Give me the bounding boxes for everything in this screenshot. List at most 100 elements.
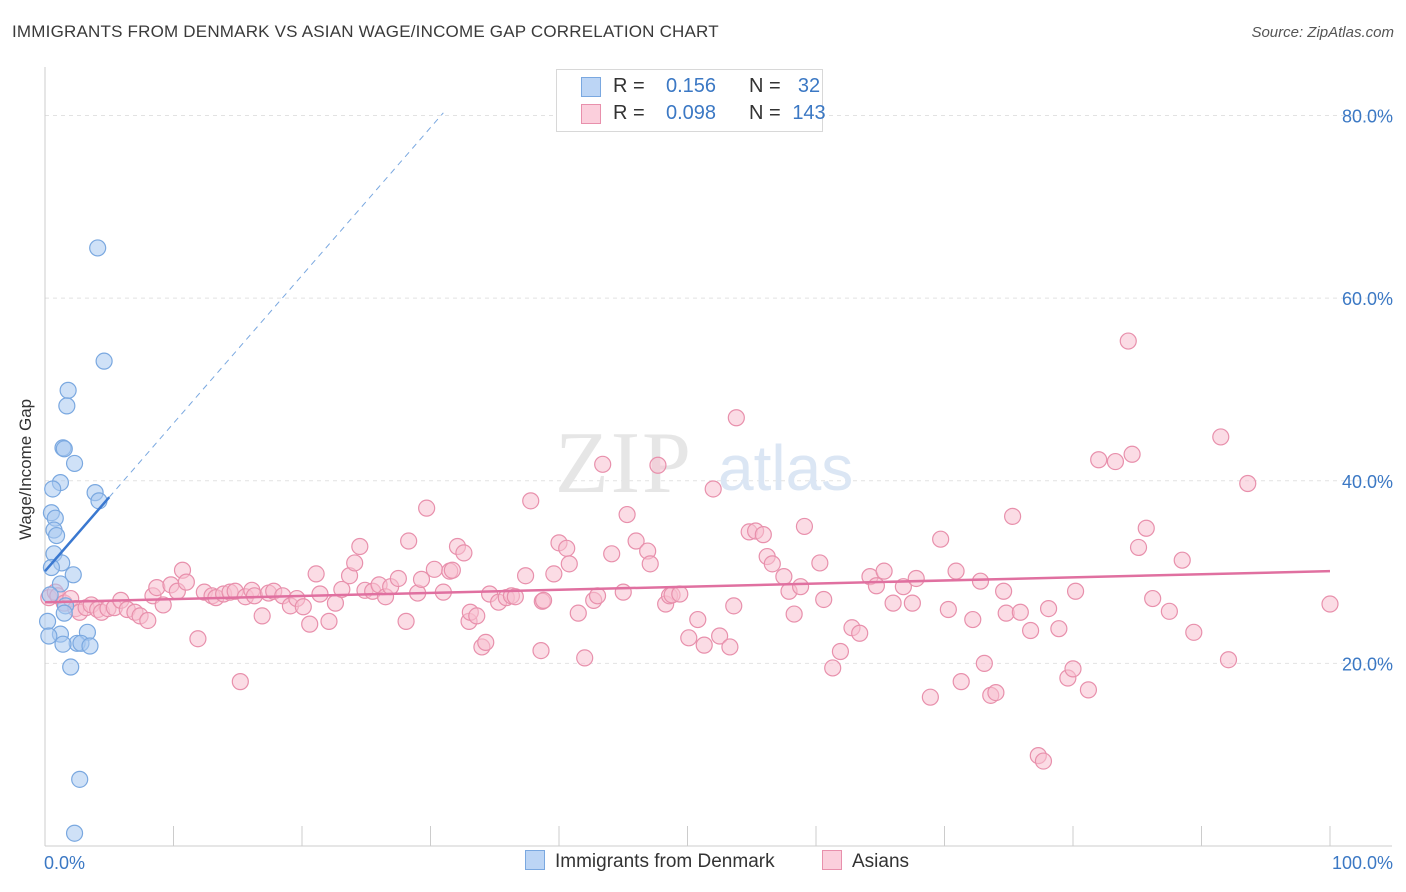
point-asians xyxy=(815,590,833,609)
point-asians xyxy=(443,561,461,579)
point-asians xyxy=(875,562,893,580)
point-asians xyxy=(641,555,659,573)
watermark-atlas: atlas xyxy=(718,432,853,504)
legend-swatch-asians xyxy=(581,104,601,124)
bottom-legend-denmark: Immigrants from Denmark xyxy=(525,850,775,873)
tick-labels: 20.0% 40.0% 60.0% 80.0% 0.0% 100.0% xyxy=(44,107,1393,873)
point-asians xyxy=(964,610,982,629)
trend-lines xyxy=(108,112,444,498)
point-asians xyxy=(1039,599,1058,618)
point-asians xyxy=(506,588,524,606)
legend-n-value: 143 xyxy=(792,102,826,124)
bottom-legend-asians: Asians xyxy=(822,850,909,873)
point-asians xyxy=(785,605,803,623)
point-denmark xyxy=(55,440,73,458)
watermark-zip: ZIP xyxy=(555,415,693,512)
point-asians xyxy=(995,582,1013,600)
point-denmark xyxy=(65,824,84,842)
point-denmark xyxy=(58,397,76,415)
point-asians xyxy=(1129,538,1148,557)
point-asians xyxy=(971,572,990,590)
point-asians xyxy=(412,570,431,588)
point-asians xyxy=(231,673,249,691)
point-asians xyxy=(301,615,319,633)
legend-r-label: R = xyxy=(613,75,645,97)
grid-lines xyxy=(45,115,1392,664)
point-asians xyxy=(1321,595,1339,613)
point-asians xyxy=(320,612,338,630)
point-asians xyxy=(614,583,632,601)
point-asians xyxy=(1004,507,1022,525)
point-asians xyxy=(1219,651,1238,669)
point-asians xyxy=(1123,445,1141,463)
point-asians xyxy=(477,633,495,651)
bottom-legend-label-denmark: Immigrants from Denmark xyxy=(555,851,775,872)
watermark: ZIP atlas xyxy=(555,415,853,512)
point-asians xyxy=(939,600,957,619)
point-asians xyxy=(1119,332,1137,350)
point-denmark xyxy=(71,770,89,788)
point-denmark xyxy=(40,627,58,645)
point-asians xyxy=(253,607,271,625)
legend-r-value: 0.156 xyxy=(665,75,717,97)
point-asians xyxy=(532,641,550,660)
point-denmark xyxy=(62,658,80,676)
trend-line-denmark-extended xyxy=(108,112,444,498)
stats-legend: R = 0.156 N = 32 R = 0.098 N = 143 xyxy=(556,69,826,132)
point-asians xyxy=(775,568,793,586)
point-asians xyxy=(649,456,667,474)
legend-swatch-denmark xyxy=(581,77,601,97)
y-tick-label: 20.0% xyxy=(1342,654,1393,674)
point-denmark xyxy=(38,612,57,630)
point-asians xyxy=(975,654,993,672)
point-denmark xyxy=(95,352,113,370)
point-asians xyxy=(1106,452,1125,471)
point-denmark xyxy=(89,239,107,257)
point-asians xyxy=(711,627,729,645)
legend-n-label: N = xyxy=(749,75,781,97)
point-asians xyxy=(468,607,486,625)
point-asians xyxy=(695,636,713,654)
point-asians xyxy=(1090,451,1108,469)
point-asians xyxy=(689,610,707,629)
point-asians xyxy=(1079,681,1098,699)
point-denmark xyxy=(81,637,99,655)
point-asians xyxy=(727,409,745,427)
point-asians xyxy=(455,544,473,562)
point-asians xyxy=(177,573,195,591)
point-asians xyxy=(1066,582,1085,600)
point-asians xyxy=(148,578,166,597)
point-asians xyxy=(1185,623,1203,641)
bottom-legend-label-asians: Asians xyxy=(852,851,910,872)
point-asians xyxy=(932,530,950,548)
point-asians xyxy=(763,555,781,573)
bottom-legend-swatch-asians xyxy=(822,850,842,870)
point-asians xyxy=(400,532,418,550)
point-asians xyxy=(1160,602,1178,620)
point-asians xyxy=(389,569,407,588)
point-denmark xyxy=(55,604,73,622)
point-asians xyxy=(824,659,842,677)
point-asians xyxy=(558,539,576,557)
point-asians xyxy=(1212,428,1230,446)
point-asians xyxy=(569,604,587,622)
point-asians xyxy=(921,688,939,706)
x-tick-label: 100.0% xyxy=(1332,853,1393,873)
legend-n-label: N = xyxy=(749,102,781,124)
point-asians xyxy=(594,455,612,473)
point-asians xyxy=(987,683,1005,702)
point-asians xyxy=(333,580,351,599)
point-asians xyxy=(534,591,553,609)
x-tick-label: 0.0% xyxy=(44,853,85,873)
point-asians xyxy=(947,562,965,580)
point-asians xyxy=(294,598,312,616)
point-asians xyxy=(831,642,850,661)
y-tick-label: 80.0% xyxy=(1342,107,1393,127)
y-tick-label: 40.0% xyxy=(1342,472,1393,492)
point-asians xyxy=(576,649,594,667)
point-asians xyxy=(545,565,563,583)
point-asians xyxy=(154,596,172,614)
point-asians xyxy=(1064,660,1082,678)
point-asians xyxy=(754,526,772,544)
point-asians xyxy=(851,624,869,642)
